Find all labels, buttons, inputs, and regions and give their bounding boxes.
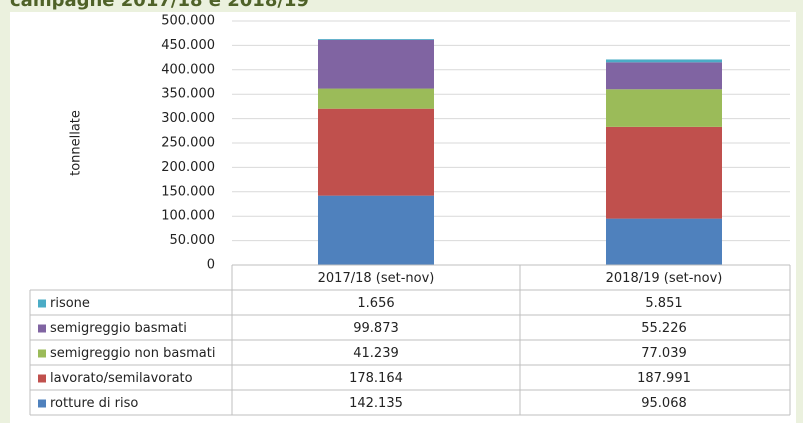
legend-label: semigreggio non basmati <box>50 346 215 361</box>
data-label: 77.039 <box>641 346 687 361</box>
legend-label: lavorato/semilavorato <box>50 371 193 386</box>
data-label: 178.164 <box>349 371 403 386</box>
data-label: 142.135 <box>349 396 403 411</box>
data-label: 187.991 <box>637 371 691 386</box>
bar-segment <box>318 195 434 265</box>
legend-label: rotture di riso <box>50 396 138 411</box>
y-tick-label: 200.000 <box>161 160 215 175</box>
bar-segment <box>318 39 434 89</box>
legend-key <box>38 324 46 333</box>
data-label: 5.851 <box>645 296 682 311</box>
y-tick-label: 400.000 <box>161 62 215 77</box>
legend-key <box>38 349 46 358</box>
y-axis-label: tonnellate <box>69 110 84 176</box>
data-label: 95.068 <box>641 396 687 411</box>
bar-segment <box>606 218 722 265</box>
bar-segment <box>606 62 722 90</box>
y-tick-label: 50.000 <box>170 233 216 248</box>
data-label: 1.656 <box>357 296 394 311</box>
x-tick-label: 2018/19 (set-nov) <box>606 271 723 286</box>
legend-key <box>38 299 46 308</box>
bar-segment <box>606 89 722 127</box>
y-tick-label: 450.000 <box>161 38 215 53</box>
y-tick-label: 100.000 <box>161 209 215 224</box>
y-tick-label: 250.000 <box>161 136 215 151</box>
chart-title: campagne 2017/18 e 2018/19 <box>10 0 309 11</box>
bar-segment <box>606 126 722 219</box>
y-tick-label: 0 <box>207 258 215 273</box>
y-tick-label: 300.000 <box>161 111 215 126</box>
y-tick-label: 500.000 <box>161 14 215 29</box>
data-label: 55.226 <box>641 321 687 336</box>
bar-segment <box>606 59 722 63</box>
bar-segment <box>318 39 434 40</box>
y-tick-label: 150.000 <box>161 184 215 199</box>
legend-key <box>38 374 46 383</box>
data-label: 99.873 <box>353 321 399 336</box>
legend-label: risone <box>50 296 90 311</box>
y-tick-label: 350.000 <box>161 87 215 102</box>
bar-segment <box>318 108 434 196</box>
legend-label: semigreggio basmati <box>50 321 187 336</box>
bar-segment <box>318 88 434 109</box>
legend-key <box>38 399 46 408</box>
x-tick-label: 2017/18 (set-nov) <box>318 271 435 286</box>
data-label: 41.239 <box>353 346 399 361</box>
